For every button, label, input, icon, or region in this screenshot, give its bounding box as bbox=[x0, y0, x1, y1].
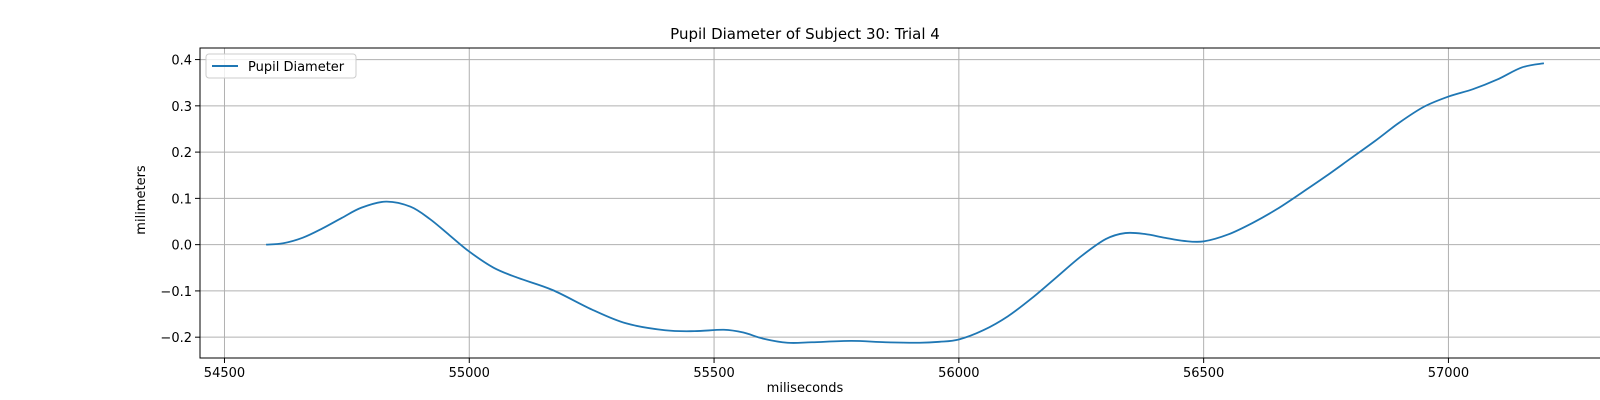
y-tick-label: 0.1 bbox=[171, 192, 192, 207]
y-tick-label: 0.0 bbox=[171, 239, 192, 254]
chart-title: Pupil Diameter of Subject 30: Trial 4 bbox=[670, 25, 940, 43]
y-tick-label: 0.4 bbox=[171, 54, 192, 69]
y-tick-label: −0.2 bbox=[160, 331, 192, 346]
legend-box bbox=[205, 53, 357, 79]
y-tick-label: 0.3 bbox=[171, 100, 192, 115]
y-tick-label: 0.2 bbox=[171, 146, 192, 161]
x-axis: 54500 55000 55500 56000 56500 57000 bbox=[204, 358, 1469, 381]
x-tick-label: 56000 bbox=[938, 366, 979, 381]
grid-lines bbox=[200, 48, 1600, 358]
x-tick-label: 55500 bbox=[693, 366, 734, 381]
y-axis: −0.2 −0.1 0.0 0.1 0.2 0.3 0.4 bbox=[160, 54, 200, 346]
x-tick-label: 56500 bbox=[1183, 366, 1224, 381]
x-tick-label: 57000 bbox=[1428, 366, 1469, 381]
x-tick-label: 54500 bbox=[204, 366, 245, 381]
series-layer bbox=[266, 62, 1545, 344]
legend-entry-pupil-diameter: Pupil Diameter bbox=[248, 60, 345, 75]
y-tick-label: −0.1 bbox=[160, 285, 192, 300]
x-axis-label: miliseconds bbox=[767, 381, 844, 396]
y-axis-label: milimeters bbox=[134, 165, 149, 235]
plot-area-frame bbox=[199, 47, 1600, 359]
legend: Pupil Diameter bbox=[205, 53, 357, 79]
series-line-pupil-diameter bbox=[266, 62, 1545, 344]
x-tick-label: 55000 bbox=[449, 366, 490, 381]
